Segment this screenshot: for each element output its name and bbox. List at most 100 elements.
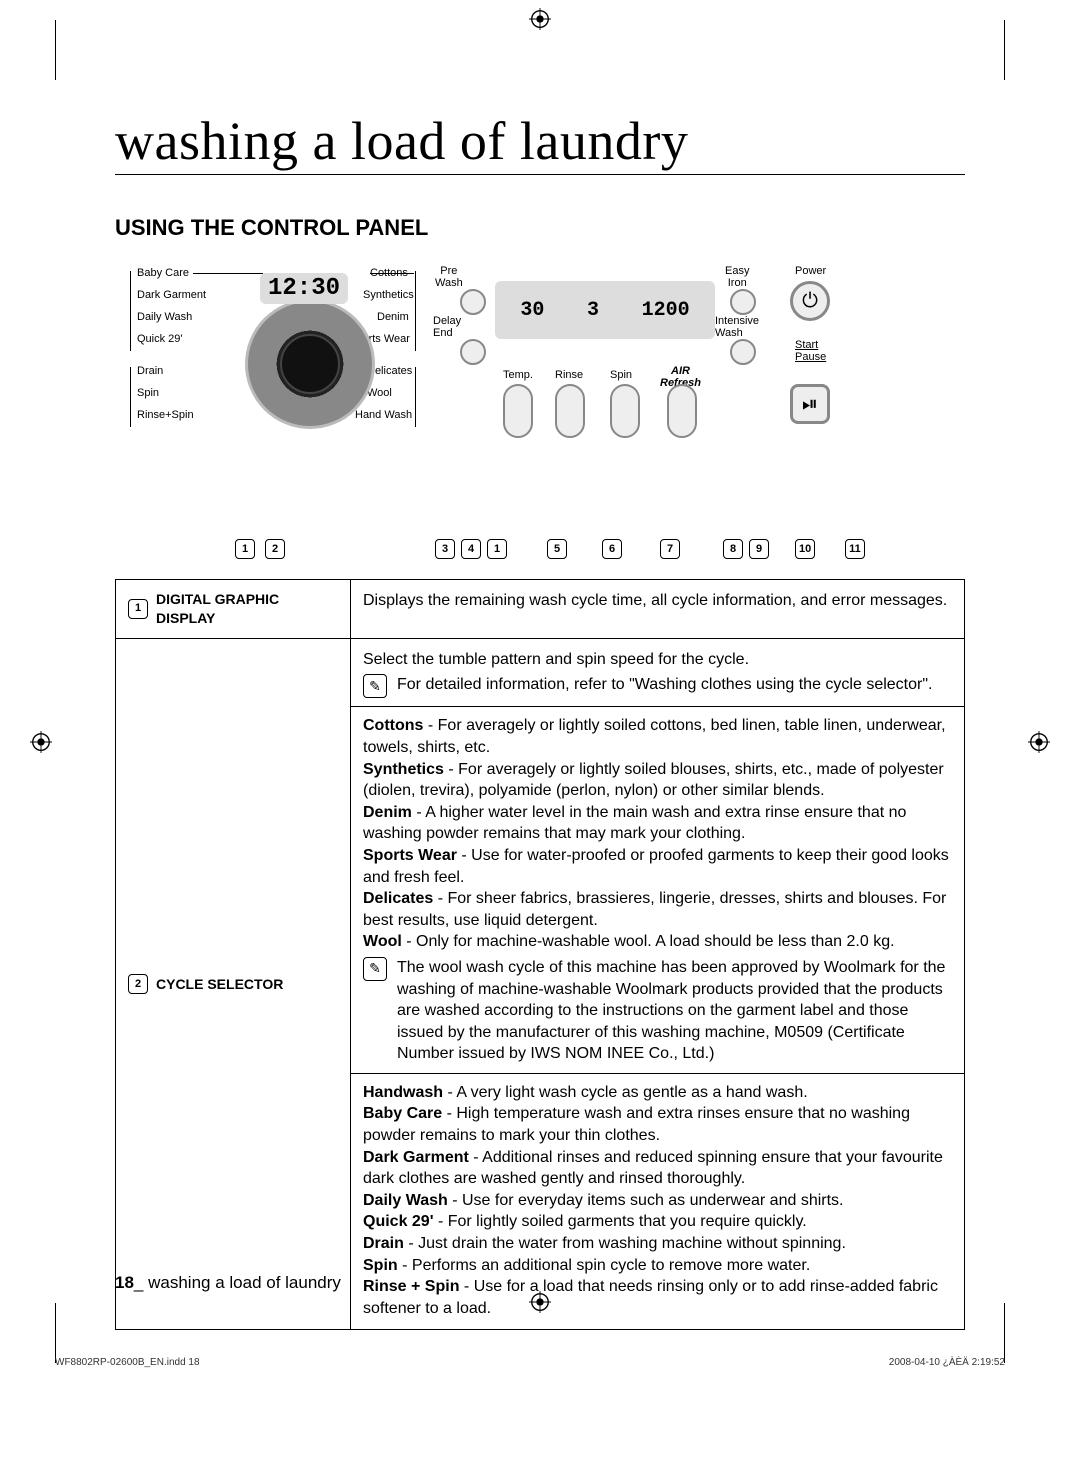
definition-text: - High temperature wash and extra rinses… [363, 1105, 910, 1144]
definition-term: Dark Garment [363, 1149, 469, 1166]
definition-text: - For sheer fabrics, brassieres, lingeri… [363, 890, 946, 929]
definition-term: Sports Wear [363, 847, 457, 864]
button-label: Power [795, 265, 826, 277]
start-pause-button[interactable]: ⏯ [790, 384, 830, 424]
definition-line: Rinse + Spin - Use for a load that needs… [363, 1276, 952, 1319]
print-file: WF8802RP-02600B_EN.indd 18 [55, 1357, 200, 1368]
definition-text: - For lightly soiled garments that you r… [434, 1213, 807, 1230]
note-row: ✎The wool wash cycle of this machine has… [363, 957, 952, 1065]
crop-mark [1004, 1303, 1005, 1363]
footer-text: washing a load of laundry [148, 1273, 341, 1292]
registration-mark-icon [529, 1291, 551, 1313]
inner-divider [351, 1073, 964, 1074]
definition-term: Drain [363, 1235, 404, 1252]
air-refresh-button[interactable] [667, 384, 697, 438]
definition-term: Denim [363, 804, 412, 821]
definition-term: Rinse + Spin [363, 1278, 459, 1295]
dial-label: Wool [367, 387, 392, 399]
definition-line: Baby Care - High temperature wash and ex… [363, 1103, 952, 1146]
rinse-value: 3 [587, 299, 599, 322]
definition-line: Denim - A higher water level in the main… [363, 802, 952, 845]
definition-line: Synthetics - For averagely or lightly so… [363, 759, 952, 802]
power-button[interactable]: ⏻ [790, 281, 830, 321]
rinse-button[interactable] [555, 384, 585, 438]
row-label: DIGITAL GRAPHIC DISPLAY [156, 590, 338, 628]
dial-label: Drain [137, 365, 163, 377]
dial-label: Dark Garment [137, 289, 206, 301]
description-table: 1DIGITAL GRAPHIC DISPLAYDisplays the rem… [115, 579, 965, 1330]
callout-badge: 11 [845, 539, 865, 559]
note-icon: ✎ [363, 674, 387, 698]
row-number-badge: 1 [128, 599, 148, 619]
dial-label: Hand Wash [355, 409, 412, 421]
delay-end-button[interactable] [460, 339, 486, 365]
registration-mark-icon [529, 8, 551, 30]
definition-term: Spin [363, 1257, 398, 1274]
definition-line: Drain - Just drain the water from washin… [363, 1233, 952, 1255]
definition-line: Spin - Performs an additional spin cycle… [363, 1255, 952, 1277]
callout-badge: 2 [265, 539, 285, 559]
cycle-selector-dial[interactable] [245, 299, 375, 429]
definition-line: Daily Wash - Use for everyday items such… [363, 1190, 952, 1212]
temp-button[interactable] [503, 384, 533, 438]
definition-text: - A higher water level in the main wash … [363, 804, 906, 843]
note-icon: ✎ [363, 957, 387, 981]
temp-value: 30 [520, 299, 544, 322]
control-panel-diagram: Baby Care Dark Garment Daily Wash Quick … [115, 259, 965, 559]
page-number: 18 [115, 1273, 134, 1292]
print-footer: WF8802RP-02600B_EN.indd 18 2008-04-10 ¿À… [55, 1357, 1005, 1368]
page-title: washing a load of laundry [115, 110, 965, 175]
dial-label: Baby Care [137, 267, 189, 279]
note-text: For detailed information, refer to "Wash… [397, 674, 932, 696]
easy-iron-button[interactable] [730, 289, 756, 315]
section-title: USING THE CONTROL PANEL [115, 215, 965, 241]
dial-label: Rinse+Spin [137, 409, 194, 421]
callout-badge: 3 [435, 539, 455, 559]
button-label: Delay End [433, 315, 461, 339]
callout-badge: 5 [547, 539, 567, 559]
row-label: CYCLE SELECTOR [156, 975, 283, 994]
prewash-button[interactable] [460, 289, 486, 315]
button-label: Intensive Wash [715, 315, 759, 339]
definition-text: - For averagely or lightly soiled blouse… [363, 761, 944, 800]
callout-badge: 6 [602, 539, 622, 559]
crop-mark [1004, 20, 1005, 80]
definition-text: - Use for everyday items such as underwe… [448, 1192, 844, 1209]
definition-text: - Only for machine-washable wool. A load… [402, 933, 895, 950]
definition-line: Wool - Only for machine-washable wool. A… [363, 931, 952, 953]
callout-badge: 8 [723, 539, 743, 559]
button-label: Start Pause [795, 339, 826, 363]
definition-term: Wool [363, 933, 402, 950]
definition-line: Quick 29' - For lightly soiled garments … [363, 1211, 952, 1233]
button-label: Rinse [555, 369, 583, 381]
row-number-badge: 2 [128, 974, 148, 994]
definition-text: - For averagely or lightly soiled cotton… [363, 717, 946, 756]
definition-line: Dark Garment - Additional rinses and red… [363, 1147, 952, 1190]
definition-term: Quick 29' [363, 1213, 434, 1230]
spin-button[interactable] [610, 384, 640, 438]
registration-mark-icon [1028, 731, 1050, 753]
button-label: Temp. [503, 369, 533, 381]
intensive-wash-button[interactable] [730, 339, 756, 365]
callout-badge: 7 [660, 539, 680, 559]
definition-text: - A very light wash cycle as gentle as a… [443, 1084, 808, 1101]
button-label: Spin [610, 369, 632, 381]
callout-badge: 10 [795, 539, 815, 559]
callout-badge: 1 [235, 539, 255, 559]
page-footer: 18_ washing a load of laundry [115, 1273, 341, 1293]
inner-divider [351, 706, 964, 707]
definition-term: Synthetics [363, 761, 444, 778]
callout-badge: 4 [461, 539, 481, 559]
button-label: Pre Wash [435, 265, 463, 289]
row-label-cell: 1 DIGITAL GRAPHIC DISPLAY [116, 580, 351, 639]
body-text: Select the tumble pattern and spin speed… [363, 649, 952, 671]
spin-value: 1200 [642, 299, 690, 322]
dial-label: Denim [377, 311, 409, 323]
crop-mark [55, 1303, 56, 1363]
definition-line: Cottons - For averagely or lightly soile… [363, 715, 952, 758]
registration-mark-icon [30, 731, 52, 753]
definition-text: - Performs an additional spin cycle to r… [398, 1257, 811, 1274]
definition-term: Daily Wash [363, 1192, 448, 1209]
print-date: 2008-04-10 ¿ÀÈÄ 2:19:52 [889, 1357, 1005, 1368]
definition-text: - Just drain the water from washing mach… [404, 1235, 846, 1252]
